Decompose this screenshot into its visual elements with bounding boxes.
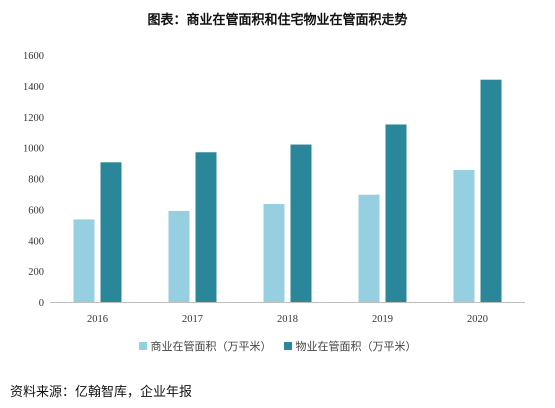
bar-commercial-2017 bbox=[168, 210, 190, 302]
bar-commercial-2016 bbox=[73, 219, 95, 302]
legend-item-residential: 物业在管面积（万平米） bbox=[283, 338, 417, 354]
y-tick-label: 800 bbox=[28, 175, 44, 186]
y-tick-label: 1200 bbox=[23, 113, 44, 124]
y-tick-label: 0 bbox=[39, 298, 44, 309]
bars bbox=[73, 79, 502, 302]
x-axis: 2016 2017 2018 2019 2020 bbox=[50, 302, 525, 325]
legend-swatch-residential bbox=[283, 342, 292, 350]
bar-residential-2020 bbox=[480, 79, 502, 302]
y-tick-label: 1000 bbox=[23, 144, 44, 155]
x-tick-label: 2016 bbox=[87, 314, 108, 325]
x-tick-label: 2017 bbox=[182, 314, 203, 325]
bar-residential-2016 bbox=[100, 162, 122, 302]
chart-title: 图表：商业在管面积和住宅物业在管面积走势 bbox=[147, 13, 408, 28]
y-tick-label: 400 bbox=[28, 236, 44, 247]
y-tick-label: 600 bbox=[28, 205, 44, 216]
source-note: 资料来源：亿翰智库，企业年报 bbox=[10, 385, 193, 400]
y-tick-label: 1400 bbox=[23, 82, 44, 93]
legend-label-residential: 物业在管面积（万平米） bbox=[295, 340, 417, 353]
legend-swatch-commercial bbox=[138, 342, 147, 350]
bar-residential-2019 bbox=[385, 124, 407, 302]
bar-residential-2018 bbox=[290, 144, 312, 302]
bar-commercial-2019 bbox=[358, 194, 380, 302]
y-tick-label: 1600 bbox=[23, 51, 44, 62]
legend-label-commercial: 商业在管面积（万平米） bbox=[150, 340, 272, 353]
legend-item-commercial: 商业在管面积（万平米） bbox=[138, 338, 272, 354]
bar-residential-2017 bbox=[195, 152, 217, 302]
bar-commercial-2020 bbox=[453, 170, 475, 302]
y-axis: 0 200 400 600 800 1000 1200 1400 1600 bbox=[23, 51, 44, 309]
x-tick-label: 2019 bbox=[372, 314, 393, 325]
x-tick-label: 2020 bbox=[467, 314, 488, 325]
legend: 商业在管面积（万平米） 物业在管面积（万平米） bbox=[0, 338, 555, 354]
bar-commercial-2018 bbox=[263, 203, 285, 302]
y-tick-label: 200 bbox=[28, 267, 44, 278]
x-tick-label: 2018 bbox=[277, 314, 298, 325]
